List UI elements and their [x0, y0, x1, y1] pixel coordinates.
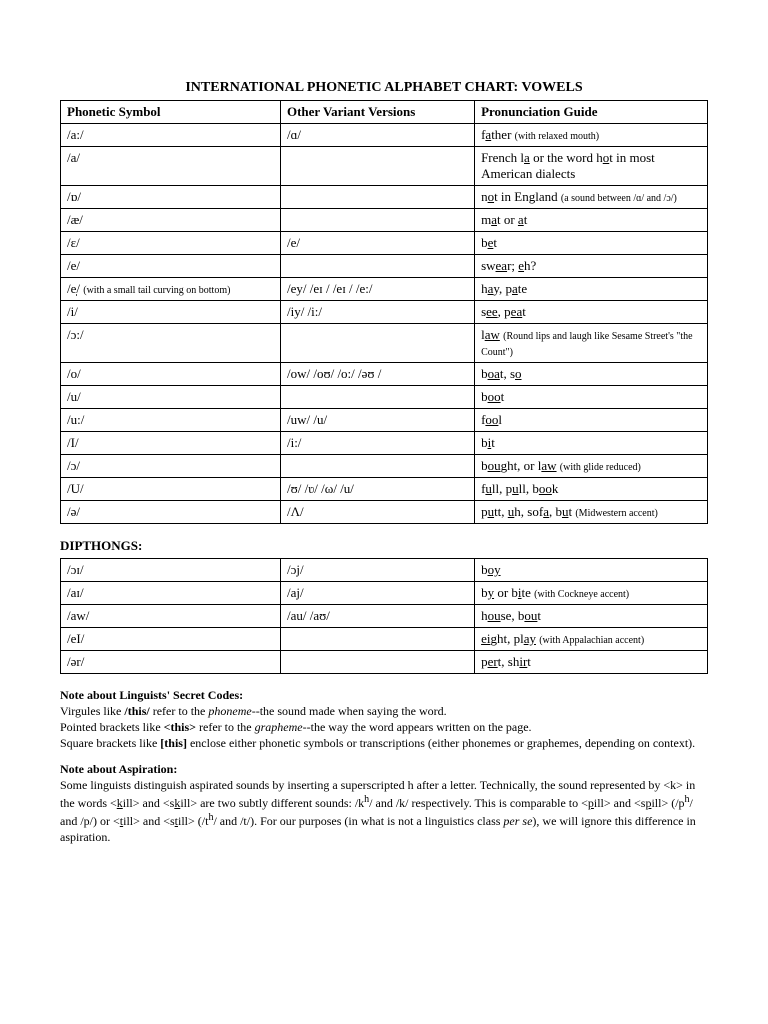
notes1-heading: Note about Linguists' Secret Codes:: [60, 688, 708, 703]
table-cell: /a/: [61, 147, 281, 186]
table-cell: /ɔ/: [61, 455, 281, 478]
table-row: /ə//Λ/putt, uh, sofa, but (Midwestern ac…: [61, 501, 708, 524]
header-variant-versions: Other Variant Versions: [280, 101, 474, 124]
table-row: /aw//au/ /aʊ/house, bout: [61, 605, 708, 628]
table-cell: pert, shirt: [475, 651, 708, 674]
table-header-row: Phonetic Symbol Other Variant Versions P…: [61, 101, 708, 124]
notes2-body: Some linguists distinguish aspirated sou…: [60, 777, 708, 846]
table-cell: /au/ /aʊ/: [280, 605, 474, 628]
table-cell: /iy/ /i:/: [280, 301, 474, 324]
table-cell: [280, 147, 474, 186]
table-cell: bought, or law (with glide reduced): [475, 455, 708, 478]
table-cell: bet: [475, 232, 708, 255]
table-cell: eight, play (with Appalachian accent): [475, 628, 708, 651]
table-row: /ɔ:/ law (Round lips and laugh like Sesam…: [61, 324, 708, 363]
table-cell: /aj/: [280, 582, 474, 605]
table-cell: /ɛ/: [61, 232, 281, 255]
table-cell: /U/: [61, 478, 281, 501]
table-row: /ɛ//e/bet: [61, 232, 708, 255]
table-cell: hay, pate: [475, 278, 708, 301]
table-cell: /u:/: [61, 409, 281, 432]
notes1-body: Virgules like /this/ refer to the phonem…: [60, 703, 708, 752]
table-cell: [280, 651, 474, 674]
table-row: /e/swear; eh?: [61, 255, 708, 278]
table-row: /ɒ/not in England (a sound between /ɑ/ a…: [61, 186, 708, 209]
table-cell: /i/: [61, 301, 281, 324]
dipthongs-heading: DIPTHONGS:: [60, 538, 708, 554]
table-cell: /aw/: [61, 605, 281, 628]
table-cell: putt, uh, sofa, but (Midwestern accent): [475, 501, 708, 524]
table-cell: boot: [475, 386, 708, 409]
table-row: /U//ʊ/ /ʋ/ /ω/ /u/full, pull, book: [61, 478, 708, 501]
table-row: /ɔɪ//ɔj/boy: [61, 559, 708, 582]
table-row: /ɔ/bought, or law (with glide reduced): [61, 455, 708, 478]
table-cell: law (Round lips and laugh like Sesame St…: [475, 324, 708, 363]
table-row: /æ/mat or at: [61, 209, 708, 232]
table-cell: boy: [475, 559, 708, 582]
table-row: /eI/eight, play (with Appalachian accent…: [61, 628, 708, 651]
table-cell: swear; eh?: [475, 255, 708, 278]
table-cell: /I/: [61, 432, 281, 455]
table-cell: /æ/: [61, 209, 281, 232]
table-cell: /Λ/: [280, 501, 474, 524]
table-cell: /uw/ /u/: [280, 409, 474, 432]
table-cell: /eI/: [61, 628, 281, 651]
table-cell: boat, so: [475, 363, 708, 386]
table-cell: /ʊ/ /ʋ/ /ω/ /u/: [280, 478, 474, 501]
table-cell: /i:/: [280, 432, 474, 455]
table-cell: /ə/: [61, 501, 281, 524]
page-title: INTERNATIONAL PHONETIC ALPHABET CHART: V…: [60, 80, 708, 96]
vowels-table: Phonetic Symbol Other Variant Versions P…: [60, 100, 708, 524]
table-cell: /ər/: [61, 651, 281, 674]
table-cell: father (with relaxed mouth): [475, 124, 708, 147]
table-row: /i//iy/ /i:/see, peat: [61, 301, 708, 324]
table-row: /I//i:/bit: [61, 432, 708, 455]
table-row: /u://uw/ /u/fool: [61, 409, 708, 432]
table-cell: /ɔ:/: [61, 324, 281, 363]
table-cell: /o/: [61, 363, 281, 386]
table-cell: /ey/ /eɪ / /eɪ / /e:/: [280, 278, 474, 301]
table-cell: /ɒ/: [61, 186, 281, 209]
table-row: /aɪ//aj/by or bite (with Cockneye accent…: [61, 582, 708, 605]
notes2-heading: Note about Aspiration:: [60, 762, 708, 777]
table-cell: [280, 255, 474, 278]
table-cell: /ɔj/: [280, 559, 474, 582]
table-cell: fool: [475, 409, 708, 432]
table-cell: /ɑ/: [280, 124, 474, 147]
table-cell: house, bout: [475, 605, 708, 628]
table-row: /e̩/ (with a small tail curving on botto…: [61, 278, 708, 301]
table-cell: /e̩/ (with a small tail curving on botto…: [61, 278, 281, 301]
header-phonetic-symbol: Phonetic Symbol: [61, 101, 281, 124]
table-cell: [280, 455, 474, 478]
table-cell: /ɔɪ/: [61, 559, 281, 582]
table-cell: [280, 324, 474, 363]
table-cell: /e/: [280, 232, 474, 255]
table-cell: not in England (a sound between /ɑ/ and …: [475, 186, 708, 209]
table-cell: [280, 186, 474, 209]
table-cell: full, pull, book: [475, 478, 708, 501]
table-row: /a://ɑ/father (with relaxed mouth): [61, 124, 708, 147]
table-row: /o//ow/ /oʊ/ /o:/ /əʊ /boat, so: [61, 363, 708, 386]
table-cell: /a:/: [61, 124, 281, 147]
table-cell: /aɪ/: [61, 582, 281, 605]
header-pronunciation-guide: Pronunciation Guide: [475, 101, 708, 124]
table-cell: /u/: [61, 386, 281, 409]
table-cell: bit: [475, 432, 708, 455]
table-cell: [280, 386, 474, 409]
dipthongs-table: /ɔɪ//ɔj/boy/aɪ//aj/by or bite (with Cock…: [60, 558, 708, 674]
table-cell: French la or the word hot in most Americ…: [475, 147, 708, 186]
table-cell: [280, 628, 474, 651]
table-row: /u/boot: [61, 386, 708, 409]
table-cell: see, peat: [475, 301, 708, 324]
table-cell: [280, 209, 474, 232]
table-cell: /e/: [61, 255, 281, 278]
table-cell: mat or at: [475, 209, 708, 232]
table-row: /ər/pert, shirt: [61, 651, 708, 674]
table-cell: by or bite (with Cockneye accent): [475, 582, 708, 605]
table-cell: /ow/ /oʊ/ /o:/ /əʊ /: [280, 363, 474, 386]
table-row: /a/French la or the word hot in most Ame…: [61, 147, 708, 186]
